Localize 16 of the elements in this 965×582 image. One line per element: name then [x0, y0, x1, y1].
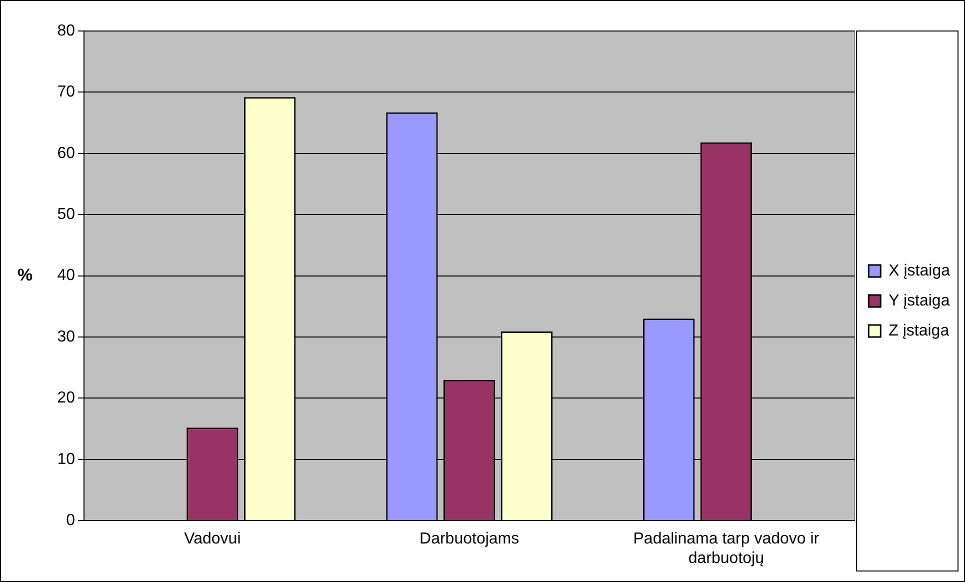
y-tick-label: 20 [57, 390, 76, 407]
x-tick-label: Vadovui [184, 530, 241, 548]
y-tick-label: 50 [57, 206, 76, 224]
x-tick-label: Padalinama tarp vadovo ir darbuotojų [633, 530, 820, 567]
y-axis-title: % [17, 265, 33, 284]
y-tick-label: 60 [57, 144, 76, 162]
y-tick-label: 70 [57, 84, 76, 101]
y-tick-label: 10 [57, 450, 76, 468]
legend-label: Y įstaiga [888, 292, 950, 310]
legend-label: X įstaiga [888, 262, 950, 280]
legend-label: Z įstaiga [888, 322, 950, 340]
x-tick-label: Darbuotojams [420, 530, 520, 548]
y-tick-label: 30 [57, 328, 76, 346]
y-tick-label: 40 [57, 267, 76, 284]
y-tick-label: 80 [57, 22, 76, 40]
y-tick-label: 0 [66, 512, 76, 530]
